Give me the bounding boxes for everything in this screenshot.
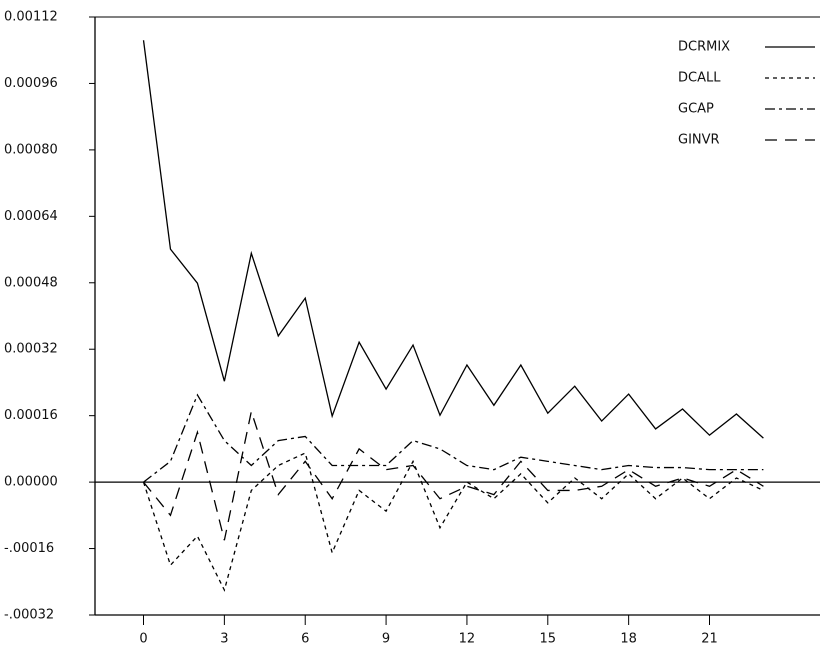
series-line <box>143 393 764 483</box>
legend-label: GCAP <box>678 102 714 117</box>
y-tick-label: 0.00096 <box>4 76 58 91</box>
legend-label: DCRMIX <box>678 40 730 55</box>
x-tick-label: 0 <box>139 632 147 647</box>
y-tick-label: 0.00080 <box>4 142 58 157</box>
x-tick-label: 15 <box>540 632 557 647</box>
y-tick-label: -.00032 <box>4 608 54 623</box>
series-line <box>143 408 764 541</box>
y-tick-label: -.00016 <box>4 541 54 556</box>
y-tick-label: 0.00016 <box>4 408 58 423</box>
x-tick-label: 18 <box>620 632 637 647</box>
x-tick-label: 21 <box>701 632 718 647</box>
y-tick-label: 0.00048 <box>4 275 58 290</box>
y-tick-label: 0.00112 <box>4 10 58 25</box>
y-tick-label: 0.00000 <box>4 475 58 490</box>
y-tick-label: 0.00032 <box>4 342 58 357</box>
legend-label: DCALL <box>678 71 721 86</box>
x-tick-label: 6 <box>301 632 309 647</box>
x-tick-label: 12 <box>459 632 476 647</box>
series-line <box>142 40 764 439</box>
x-tick-label: 9 <box>382 632 390 647</box>
y-tick-label: 0.00064 <box>4 209 58 224</box>
legend-label: GINVR <box>678 133 720 148</box>
x-tick-label: 3 <box>220 632 228 647</box>
series-line <box>142 452 764 592</box>
